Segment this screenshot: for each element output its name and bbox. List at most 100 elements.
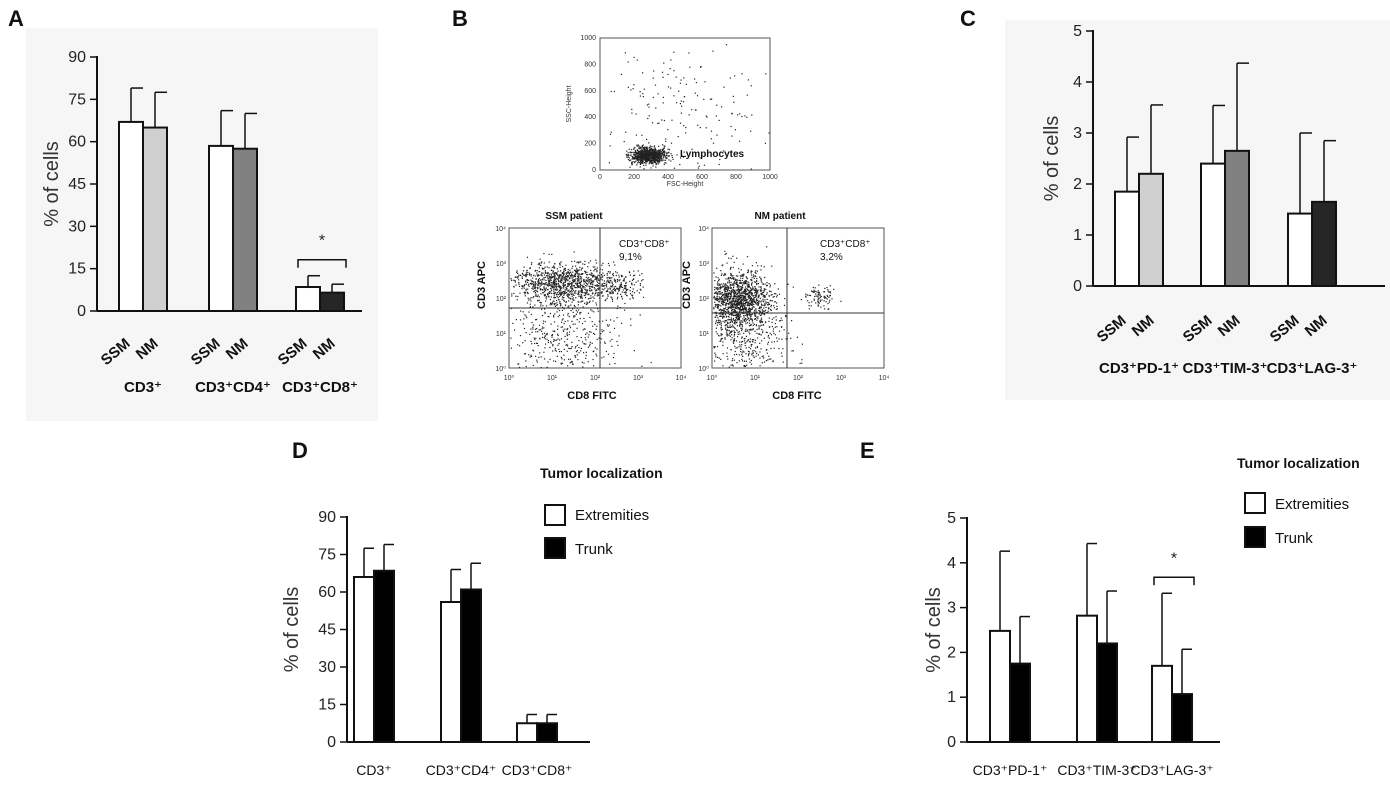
nm-y-axis-label: CD3 APC bbox=[681, 261, 693, 309]
event-dot bbox=[516, 271, 518, 273]
event-dot bbox=[652, 158, 654, 160]
event-dot bbox=[606, 274, 608, 276]
event-dot bbox=[637, 270, 639, 272]
event-dot bbox=[747, 295, 749, 297]
event-dot bbox=[764, 299, 766, 301]
event-dot bbox=[538, 282, 540, 284]
event-dot bbox=[761, 293, 763, 295]
event-dot bbox=[747, 269, 749, 271]
event-dot bbox=[648, 158, 650, 161]
event-dot bbox=[580, 287, 582, 289]
event-dot bbox=[648, 148, 650, 150]
event-dot bbox=[560, 363, 562, 365]
event-dot bbox=[606, 324, 608, 326]
event-dot bbox=[715, 354, 717, 356]
event-dot bbox=[733, 290, 735, 292]
event-dot bbox=[751, 280, 753, 282]
event-dot bbox=[541, 267, 543, 269]
event-dot bbox=[552, 285, 554, 287]
event-dot bbox=[723, 311, 725, 313]
event-dot bbox=[542, 336, 544, 339]
event-dot bbox=[726, 323, 729, 325]
event-dot bbox=[573, 330, 575, 332]
event-dot bbox=[734, 310, 737, 312]
event-dot bbox=[829, 299, 831, 301]
event-dot bbox=[592, 266, 594, 268]
event-dot bbox=[730, 331, 732, 333]
event-dot bbox=[647, 155, 649, 157]
event-dot bbox=[742, 274, 744, 277]
event-dot bbox=[540, 283, 542, 285]
event-dot bbox=[567, 314, 569, 316]
event-dot bbox=[739, 333, 741, 335]
event-dot bbox=[727, 282, 729, 284]
event-dot bbox=[639, 156, 641, 158]
event-dot bbox=[640, 156, 642, 159]
event-dot bbox=[550, 277, 553, 279]
event-dot bbox=[730, 125, 732, 128]
event-dot bbox=[566, 338, 568, 340]
event-dot bbox=[554, 330, 556, 333]
event-dot bbox=[530, 340, 532, 342]
event-dot bbox=[529, 274, 531, 276]
event-dot bbox=[738, 288, 740, 290]
event-dot bbox=[772, 296, 774, 298]
ssm-plot-dots bbox=[510, 251, 652, 369]
event-dot bbox=[574, 347, 576, 349]
event-dot bbox=[768, 317, 770, 319]
event-dot bbox=[823, 291, 825, 293]
event-dot bbox=[631, 294, 633, 296]
event-dot bbox=[746, 278, 748, 280]
event-dot bbox=[542, 315, 544, 317]
event-dot bbox=[748, 290, 750, 292]
event-dot bbox=[636, 159, 638, 161]
event-dot bbox=[647, 159, 649, 161]
event-dot bbox=[756, 270, 758, 272]
event-dot bbox=[524, 295, 526, 297]
event-dot bbox=[604, 300, 606, 302]
event-dot bbox=[713, 308, 715, 310]
event-dot bbox=[775, 308, 777, 311]
event-dot bbox=[740, 348, 742, 350]
event-dot bbox=[655, 156, 657, 158]
event-dot bbox=[558, 280, 560, 282]
event-dot bbox=[643, 168, 645, 170]
event-dot bbox=[614, 289, 616, 291]
event-dot bbox=[589, 260, 592, 262]
event-dot bbox=[717, 287, 719, 289]
event-dot bbox=[755, 324, 757, 326]
event-dot bbox=[567, 365, 569, 367]
y-tick-label: 1000 bbox=[580, 35, 596, 42]
event-dot bbox=[614, 288, 616, 291]
event-dot bbox=[765, 306, 767, 308]
event-dot bbox=[538, 299, 540, 301]
event-dot bbox=[623, 287, 626, 290]
event-dot bbox=[580, 281, 582, 283]
event-dot bbox=[623, 277, 625, 280]
event-dot bbox=[530, 328, 532, 330]
event-dot bbox=[724, 290, 726, 292]
event-dot bbox=[752, 299, 754, 301]
event-dot bbox=[715, 314, 717, 316]
event-dot bbox=[720, 315, 722, 317]
event-dot bbox=[555, 278, 557, 280]
event-dot bbox=[553, 287, 556, 289]
event-dot bbox=[625, 276, 627, 278]
event-dot bbox=[753, 281, 755, 283]
event-dot bbox=[776, 340, 778, 342]
event-dot bbox=[738, 291, 740, 293]
event-dot bbox=[646, 150, 649, 152]
event-dot bbox=[642, 286, 644, 288]
event-dot bbox=[637, 161, 639, 163]
event-dot bbox=[647, 158, 649, 160]
event-dot bbox=[565, 344, 567, 346]
event-dot bbox=[732, 358, 734, 360]
event-dot bbox=[718, 278, 720, 280]
event-dot bbox=[736, 321, 738, 324]
event-dot bbox=[745, 299, 748, 301]
group-label: CD3⁺LAG-3⁺ bbox=[1267, 360, 1358, 377]
event-dot bbox=[772, 328, 775, 330]
event-dot bbox=[714, 292, 716, 294]
event-dot bbox=[730, 257, 732, 260]
event-dot bbox=[725, 299, 727, 301]
